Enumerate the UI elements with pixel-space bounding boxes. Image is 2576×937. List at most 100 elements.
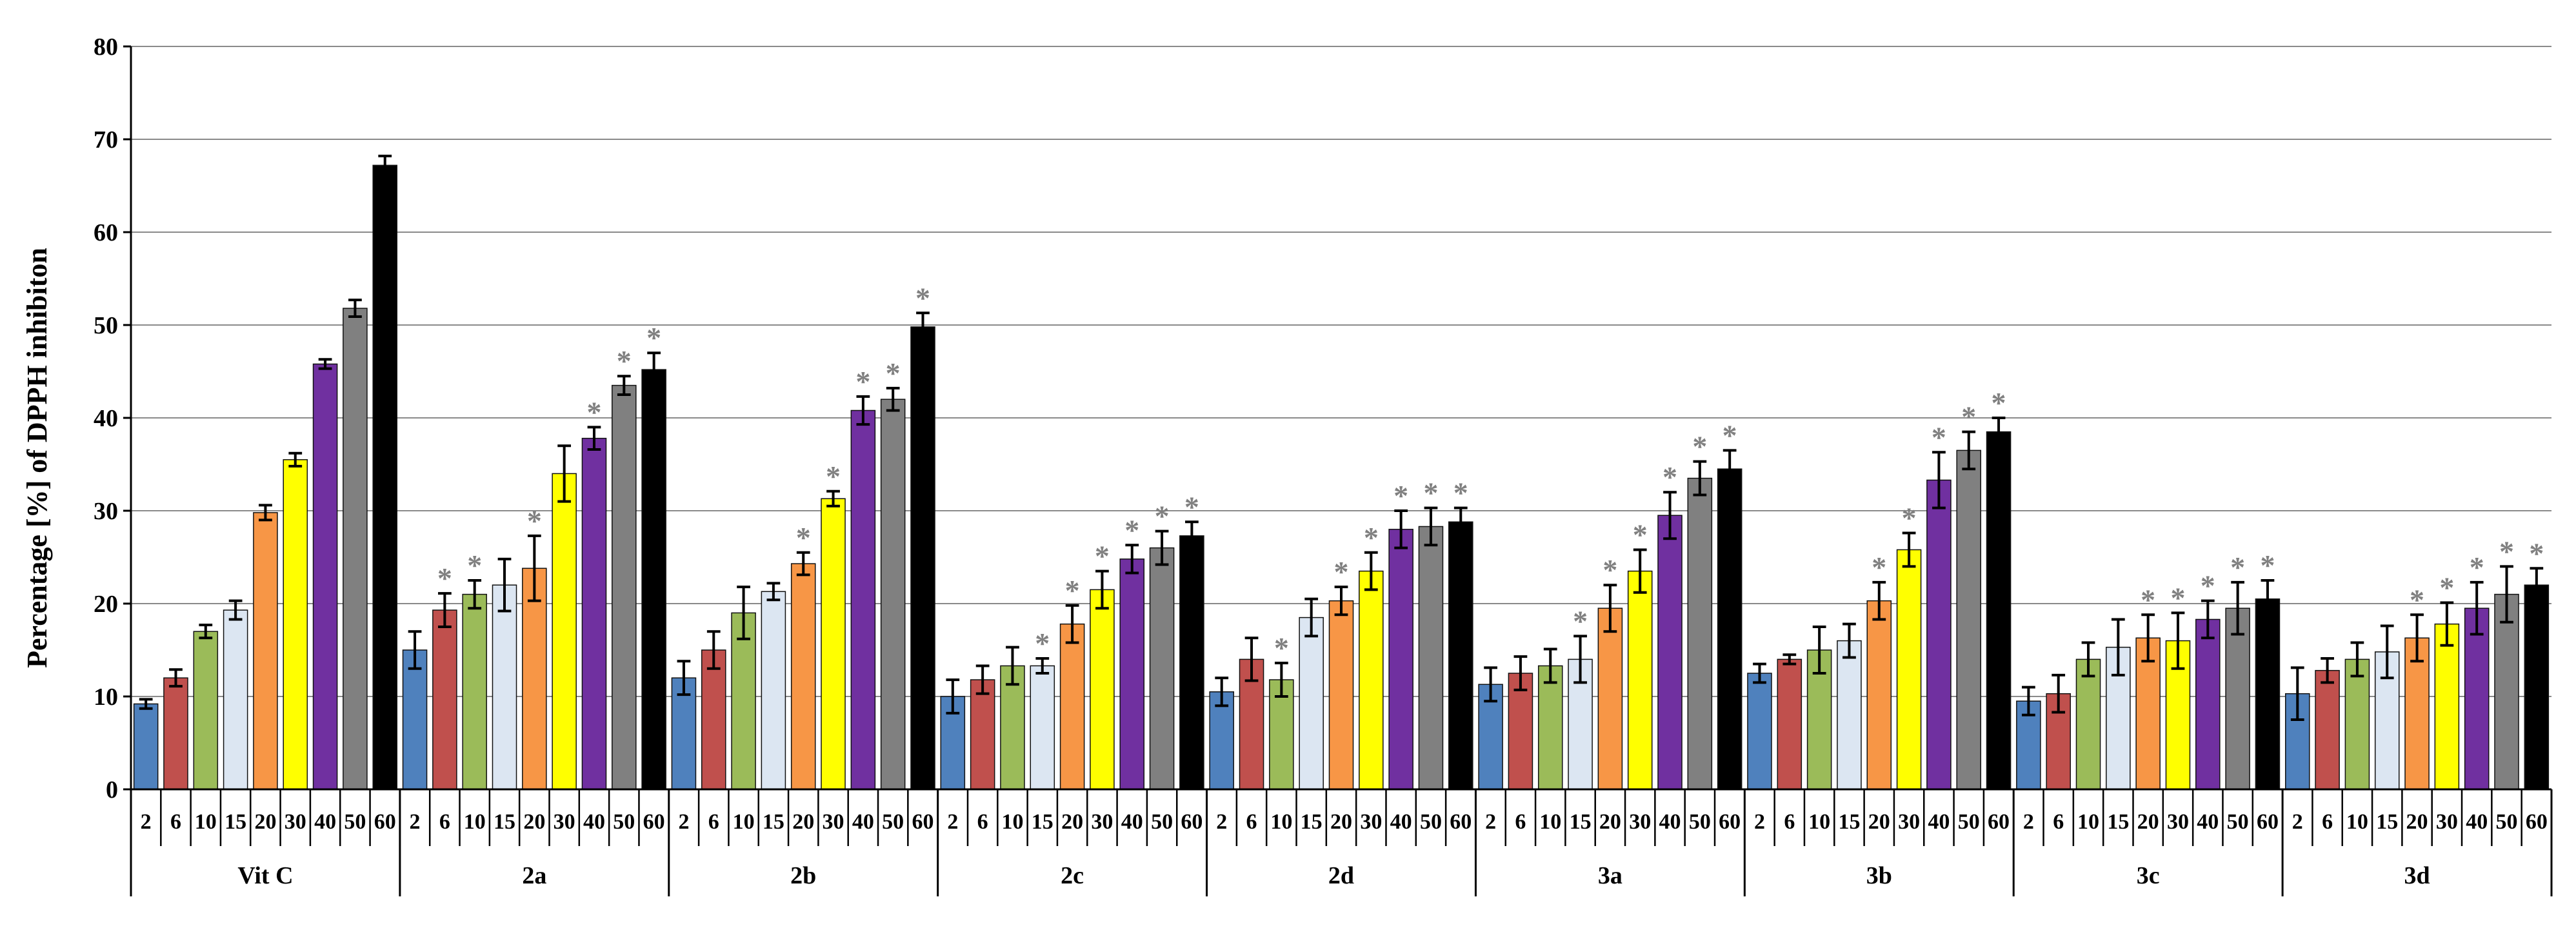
y-axis-label: Percentage [%] of DPPH inhibiton xyxy=(21,248,53,668)
bar xyxy=(970,679,995,790)
bar xyxy=(2464,607,2490,790)
y-tick-label: 40 xyxy=(94,405,118,432)
x-sub-label: 15 xyxy=(225,810,246,834)
x-sub-label: 60 xyxy=(912,810,934,834)
bar xyxy=(2195,618,2221,790)
bar xyxy=(312,363,338,790)
x-sub-label: 30 xyxy=(2167,810,2189,834)
x-sub-label: 20 xyxy=(2137,810,2159,834)
x-group-label: 2c xyxy=(1061,862,1084,889)
bar xyxy=(133,703,159,790)
bar xyxy=(2075,658,2101,790)
x-sub-label: 30 xyxy=(2436,810,2458,834)
x-group-label: Vit C xyxy=(237,862,293,889)
bar xyxy=(1747,673,1772,790)
bar xyxy=(1627,570,1653,790)
significance-marker: * xyxy=(1453,477,1468,509)
x-group-label: 3a xyxy=(1598,862,1622,889)
significance-marker: * xyxy=(796,521,811,554)
significance-marker: * xyxy=(586,395,601,428)
y-tick-label: 50 xyxy=(94,312,118,339)
significance-marker: * xyxy=(2470,551,2484,584)
bar xyxy=(1956,449,1982,790)
x-sub-label: 6 xyxy=(1784,810,1795,834)
bar xyxy=(1299,616,1324,790)
x-sub-label: 40 xyxy=(1928,810,1950,834)
x-sub-label: 6 xyxy=(170,810,181,834)
x-sub-label: 40 xyxy=(852,810,874,834)
x-sub-label: 10 xyxy=(1001,810,1023,834)
bar xyxy=(1119,558,1145,790)
bar xyxy=(283,459,308,790)
bar xyxy=(1986,431,2012,790)
bar xyxy=(850,409,876,790)
x-sub-label: 10 xyxy=(1808,810,1830,834)
x-sub-label: 10 xyxy=(464,810,486,834)
x-sub-label: 50 xyxy=(1420,810,1442,834)
x-sub-label: 40 xyxy=(1121,810,1143,834)
bar xyxy=(1837,640,1862,790)
x-sub-label: 20 xyxy=(1330,810,1352,834)
bar xyxy=(552,473,577,790)
x-sub-label: 60 xyxy=(1450,810,1472,834)
x-sub-label: 10 xyxy=(1539,810,1561,834)
bar xyxy=(372,164,398,790)
y-tick-label: 10 xyxy=(94,684,118,711)
x-sub-label: 6 xyxy=(1515,810,1526,834)
significance-marker: * xyxy=(2499,535,2514,567)
bar xyxy=(2404,637,2430,790)
significance-marker: * xyxy=(437,562,452,595)
x-sub-label: 6 xyxy=(2322,810,2333,834)
y-tick-label: 70 xyxy=(94,126,118,153)
x-sub-label: 50 xyxy=(2227,810,2249,834)
x-sub-label: 30 xyxy=(285,810,306,834)
x-sub-label: 40 xyxy=(1390,810,1412,834)
significance-marker: * xyxy=(2410,583,2424,616)
bar xyxy=(701,649,726,790)
bar xyxy=(1597,607,1623,790)
x-sub-label: 6 xyxy=(708,810,719,834)
x-sub-label: 2 xyxy=(947,810,958,834)
significance-marker: * xyxy=(2170,581,2185,614)
x-sub-label: 2 xyxy=(1485,810,1496,834)
bar xyxy=(432,609,457,790)
x-sub-label: 20 xyxy=(2406,810,2428,834)
bar xyxy=(2315,669,2340,790)
x-sub-label: 10 xyxy=(195,810,217,834)
significance-marker: * xyxy=(2529,537,2544,569)
significance-marker: * xyxy=(2260,549,2275,582)
bar xyxy=(1508,673,1533,790)
bar xyxy=(1030,665,1055,790)
significance-marker: * xyxy=(1872,551,1886,584)
bar xyxy=(581,437,607,790)
significance-marker: * xyxy=(1722,419,1737,451)
significance-marker: * xyxy=(2141,583,2155,616)
bar xyxy=(1090,589,1115,790)
bar xyxy=(1000,665,1025,790)
significance-marker: * xyxy=(1065,574,1080,607)
bar xyxy=(2494,593,2519,790)
x-sub-label: 60 xyxy=(1181,810,1203,834)
x-sub-label: 20 xyxy=(523,810,545,834)
x-sub-label: 2 xyxy=(1754,810,1765,834)
bar xyxy=(253,512,278,790)
bar xyxy=(2524,584,2550,790)
bar xyxy=(2135,637,2161,790)
x-group-label: 3b xyxy=(1866,862,1892,889)
x-sub-label: 20 xyxy=(254,810,276,834)
x-sub-label: 10 xyxy=(1270,810,1292,834)
bar xyxy=(1149,547,1175,790)
x-sub-label: 50 xyxy=(1689,810,1711,834)
x-sub-label: 10 xyxy=(2077,810,2099,834)
x-group-label: 3c xyxy=(2137,862,2160,889)
significance-marker: * xyxy=(855,365,870,398)
x-sub-label: 15 xyxy=(1301,810,1323,834)
bar xyxy=(1269,679,1294,790)
x-sub-label: 15 xyxy=(1032,810,1053,834)
x-sub-label: 30 xyxy=(1360,810,1382,834)
significance-marker: * xyxy=(2230,551,2245,584)
y-tick-label: 80 xyxy=(94,34,118,61)
bar xyxy=(1059,623,1085,790)
